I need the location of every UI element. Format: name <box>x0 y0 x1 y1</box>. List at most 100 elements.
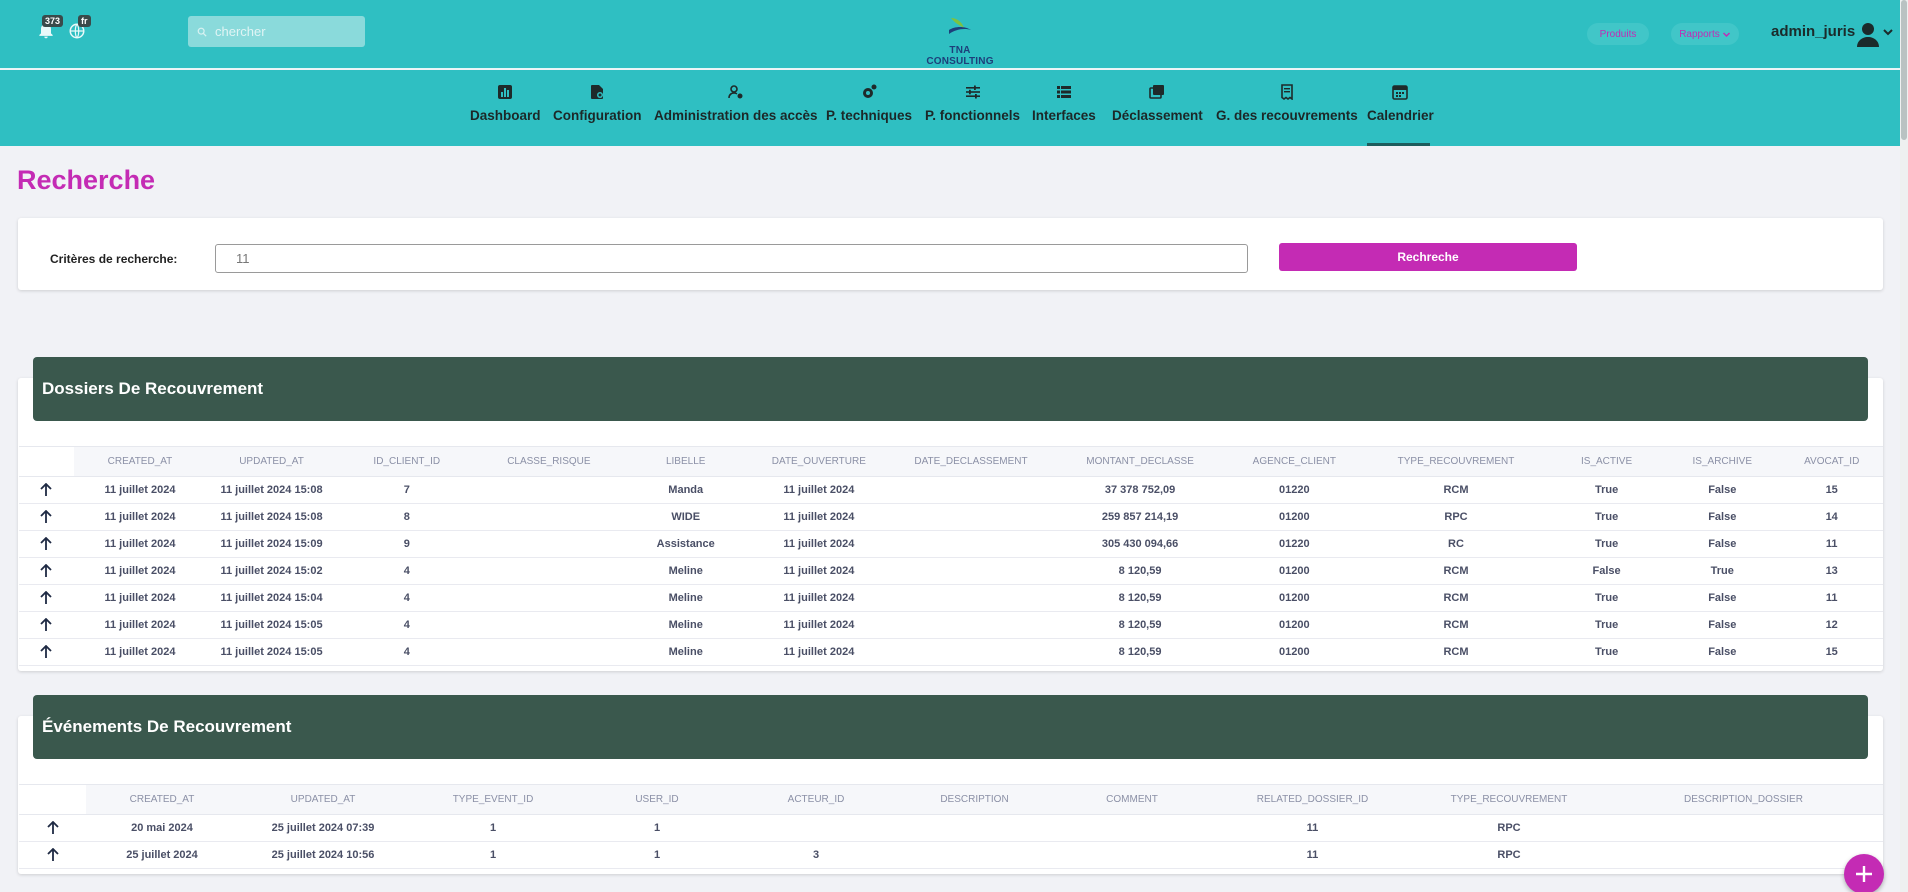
nav-configuration[interactable]: Configuration <box>553 84 641 123</box>
expand-row-button[interactable] <box>19 841 86 869</box>
cell-date-ouverture: 11 juillet 2024 <box>750 557 888 585</box>
column-header-montant-declasse[interactable]: MONTANT_DECLASSE <box>1054 446 1226 477</box>
cell-libelle: Meline <box>621 638 751 666</box>
cell-related-dossier-id: 11 <box>1211 814 1414 842</box>
cell-updated-at: 11 juillet 2024 15:05 <box>206 638 338 666</box>
nav-g-recouvrements[interactable]: G. des recouvrements <box>1216 84 1358 123</box>
notification-count-badge: 373 <box>42 15 64 27</box>
expand-row-button[interactable] <box>19 584 74 612</box>
table-row[interactable]: 20 mai 2024 25 juillet 2024 07:39 1 1 11 RPC <box>19 814 1883 842</box>
column-header-avocat-id[interactable]: AVOCAT_ID <box>1780 446 1883 477</box>
company-logo[interactable]: TNA CONSULTING <box>918 12 1002 67</box>
page-scrollbar[interactable] <box>1900 0 1908 892</box>
criteria-input[interactable] <box>215 244 1248 273</box>
cell-is-active: True <box>1548 584 1665 612</box>
cell-description-dossier <box>1604 814 1883 842</box>
cell-type-recouvrement: RPC <box>1414 841 1604 869</box>
column-header-classe-risque[interactable]: CLASSE_RISQUE <box>476 446 622 477</box>
table-row[interactable]: 11 juillet 2024 11 juillet 2024 15:09 9 Ass… <box>19 530 1883 558</box>
expand-row-button[interactable] <box>19 814 86 842</box>
column-header-updated-at[interactable]: UPDATED_AT <box>238 784 408 815</box>
expand-row-button[interactable] <box>19 557 74 585</box>
rapports-menu-button[interactable]: Rapports <box>1671 23 1739 45</box>
nav-interfaces[interactable]: Interfaces <box>1032 84 1096 123</box>
cell-date-declassement <box>887 611 1055 639</box>
dossiers-table: CREATED_AT UPDATED_AT ID_CLIENT_ID CLASSE_R… <box>19 446 1883 666</box>
column-header-type-recouvrement[interactable]: TYPE_RECOUVREMENT <box>1414 784 1604 815</box>
table-row[interactable]: 11 juillet 2024 11 juillet 2024 15:05 4 Mel… <box>19 611 1883 639</box>
expand-row-button[interactable] <box>19 503 74 531</box>
table-row[interactable]: 11 juillet 2024 11 juillet 2024 15:02 4 Mel… <box>19 557 1883 585</box>
cell-type-recouvrement: RPC <box>1414 814 1604 842</box>
table-row[interactable]: 11 juillet 2024 11 juillet 2024 15:08 8 WID… <box>19 503 1883 531</box>
column-header-id-client-id[interactable]: ID_CLIENT_ID <box>337 446 477 477</box>
nav-label: Dashboard <box>470 108 541 123</box>
search-button[interactable]: Rechreche <box>1279 243 1577 271</box>
cell-date-declassement <box>887 476 1055 504</box>
layers-icon <box>1149 85 1165 99</box>
arrow-up-icon <box>46 821 59 834</box>
cell-created-at: 11 juillet 2024 <box>73 530 207 558</box>
user-menu-chevron-icon[interactable] <box>1882 26 1894 38</box>
search-input[interactable] <box>215 24 355 39</box>
column-header-updated-at[interactable]: UPDATED_AT <box>206 446 338 477</box>
active-tab-indicator <box>1367 143 1430 146</box>
arrow-up-icon <box>40 591 53 604</box>
cell-related-dossier-id: 11 <box>1211 841 1414 869</box>
cell-type-recouvrement: RPC <box>1363 503 1549 531</box>
nav-dashboard[interactable]: Dashboard <box>470 84 541 123</box>
column-header-description-dossier[interactable]: DESCRIPTION_DOSSIER <box>1604 784 1883 815</box>
cell-agence-client: 01200 <box>1225 611 1364 639</box>
table-row[interactable]: 25 juillet 2024 25 juillet 2024 10:56 1 1 3 1… <box>19 841 1883 869</box>
column-header-created-at[interactable]: CREATED_AT <box>73 446 207 477</box>
column-header-libelle[interactable]: LIBELLE <box>621 446 751 477</box>
expand-row-button[interactable] <box>19 638 74 666</box>
nav-administration-acces[interactable]: Administration des accès <box>654 84 818 123</box>
nav-label: P. techniques <box>826 108 913 123</box>
sliders-icon <box>965 85 980 99</box>
global-search[interactable] <box>188 16 365 47</box>
cell-id-client-id: 9 <box>337 530 477 558</box>
column-header-agence-client[interactable]: AGENCE_CLIENT <box>1225 446 1364 477</box>
column-header-date-ouverture[interactable]: DATE_OUVERTURE <box>750 446 888 477</box>
column-header-type-event-id[interactable]: TYPE_EVENT_ID <box>408 784 578 815</box>
cell-created-at: 11 juillet 2024 <box>73 584 207 612</box>
column-header-related-dossier-id[interactable]: RELATED_DOSSIER_ID <box>1211 784 1414 815</box>
cell-date-ouverture: 11 juillet 2024 <box>750 476 888 504</box>
table-row[interactable]: 11 juillet 2024 11 juillet 2024 15:05 4 Mel… <box>19 638 1883 666</box>
cell-is-active: True <box>1548 638 1665 666</box>
arrow-up-icon <box>40 483 53 496</box>
nav-p-techniques[interactable]: P. techniques <box>826 84 912 123</box>
cell-id-client-id: 4 <box>337 584 477 612</box>
column-header-comment[interactable]: COMMENT <box>1053 784 1211 815</box>
cell-user-id: 1 <box>578 841 736 869</box>
column-header-user-id[interactable]: USER_ID <box>578 784 736 815</box>
cell-is-archive: False <box>1664 638 1781 666</box>
nav-p-fonctionnels[interactable]: P. fonctionnels <box>925 84 1020 123</box>
produits-menu-button[interactable]: Produits <box>1587 23 1649 45</box>
language-selector[interactable] <box>68 22 88 42</box>
add-fab-button[interactable] <box>1844 854 1884 892</box>
username-label[interactable]: admin_juris <box>1771 23 1856 40</box>
scrollbar-thumb[interactable] <box>1901 0 1907 140</box>
cell-avocat-id: 14 <box>1780 503 1883 531</box>
plus-icon <box>1856 866 1872 882</box>
table-row[interactable]: 11 juillet 2024 11 juillet 2024 15:08 7 Man… <box>19 476 1883 504</box>
nav-calendrier[interactable]: Calendrier <box>1367 84 1434 123</box>
column-header-description[interactable]: DESCRIPTION <box>896 784 1053 815</box>
cell-montant-declasse: 8 120,59 <box>1054 638 1226 666</box>
expand-row-button[interactable] <box>19 476 74 504</box>
column-header-date-declassement[interactable]: DATE_DECLASSEMENT <box>887 446 1055 477</box>
column-header-is-active[interactable]: IS_ACTIVE <box>1548 446 1665 477</box>
expand-row-button[interactable] <box>19 530 74 558</box>
nav-label: Calendrier <box>1367 108 1434 123</box>
nav-declassement[interactable]: Déclassement <box>1112 84 1203 123</box>
column-header-created-at[interactable]: CREATED_AT <box>86 784 238 815</box>
expand-row-button[interactable] <box>19 611 74 639</box>
column-header-acteur-id[interactable]: ACTEUR_ID <box>736 784 896 815</box>
table-row[interactable]: 11 juillet 2024 11 juillet 2024 15:04 4 Mel… <box>19 584 1883 612</box>
column-header-is-archive[interactable]: IS_ARCHIVE <box>1664 446 1781 477</box>
user-avatar-icon[interactable] <box>1854 20 1882 48</box>
column-header-type-recouvrement[interactable]: TYPE_RECOUVREMENT <box>1363 446 1549 477</box>
cell-type-recouvrement: RC <box>1363 530 1549 558</box>
